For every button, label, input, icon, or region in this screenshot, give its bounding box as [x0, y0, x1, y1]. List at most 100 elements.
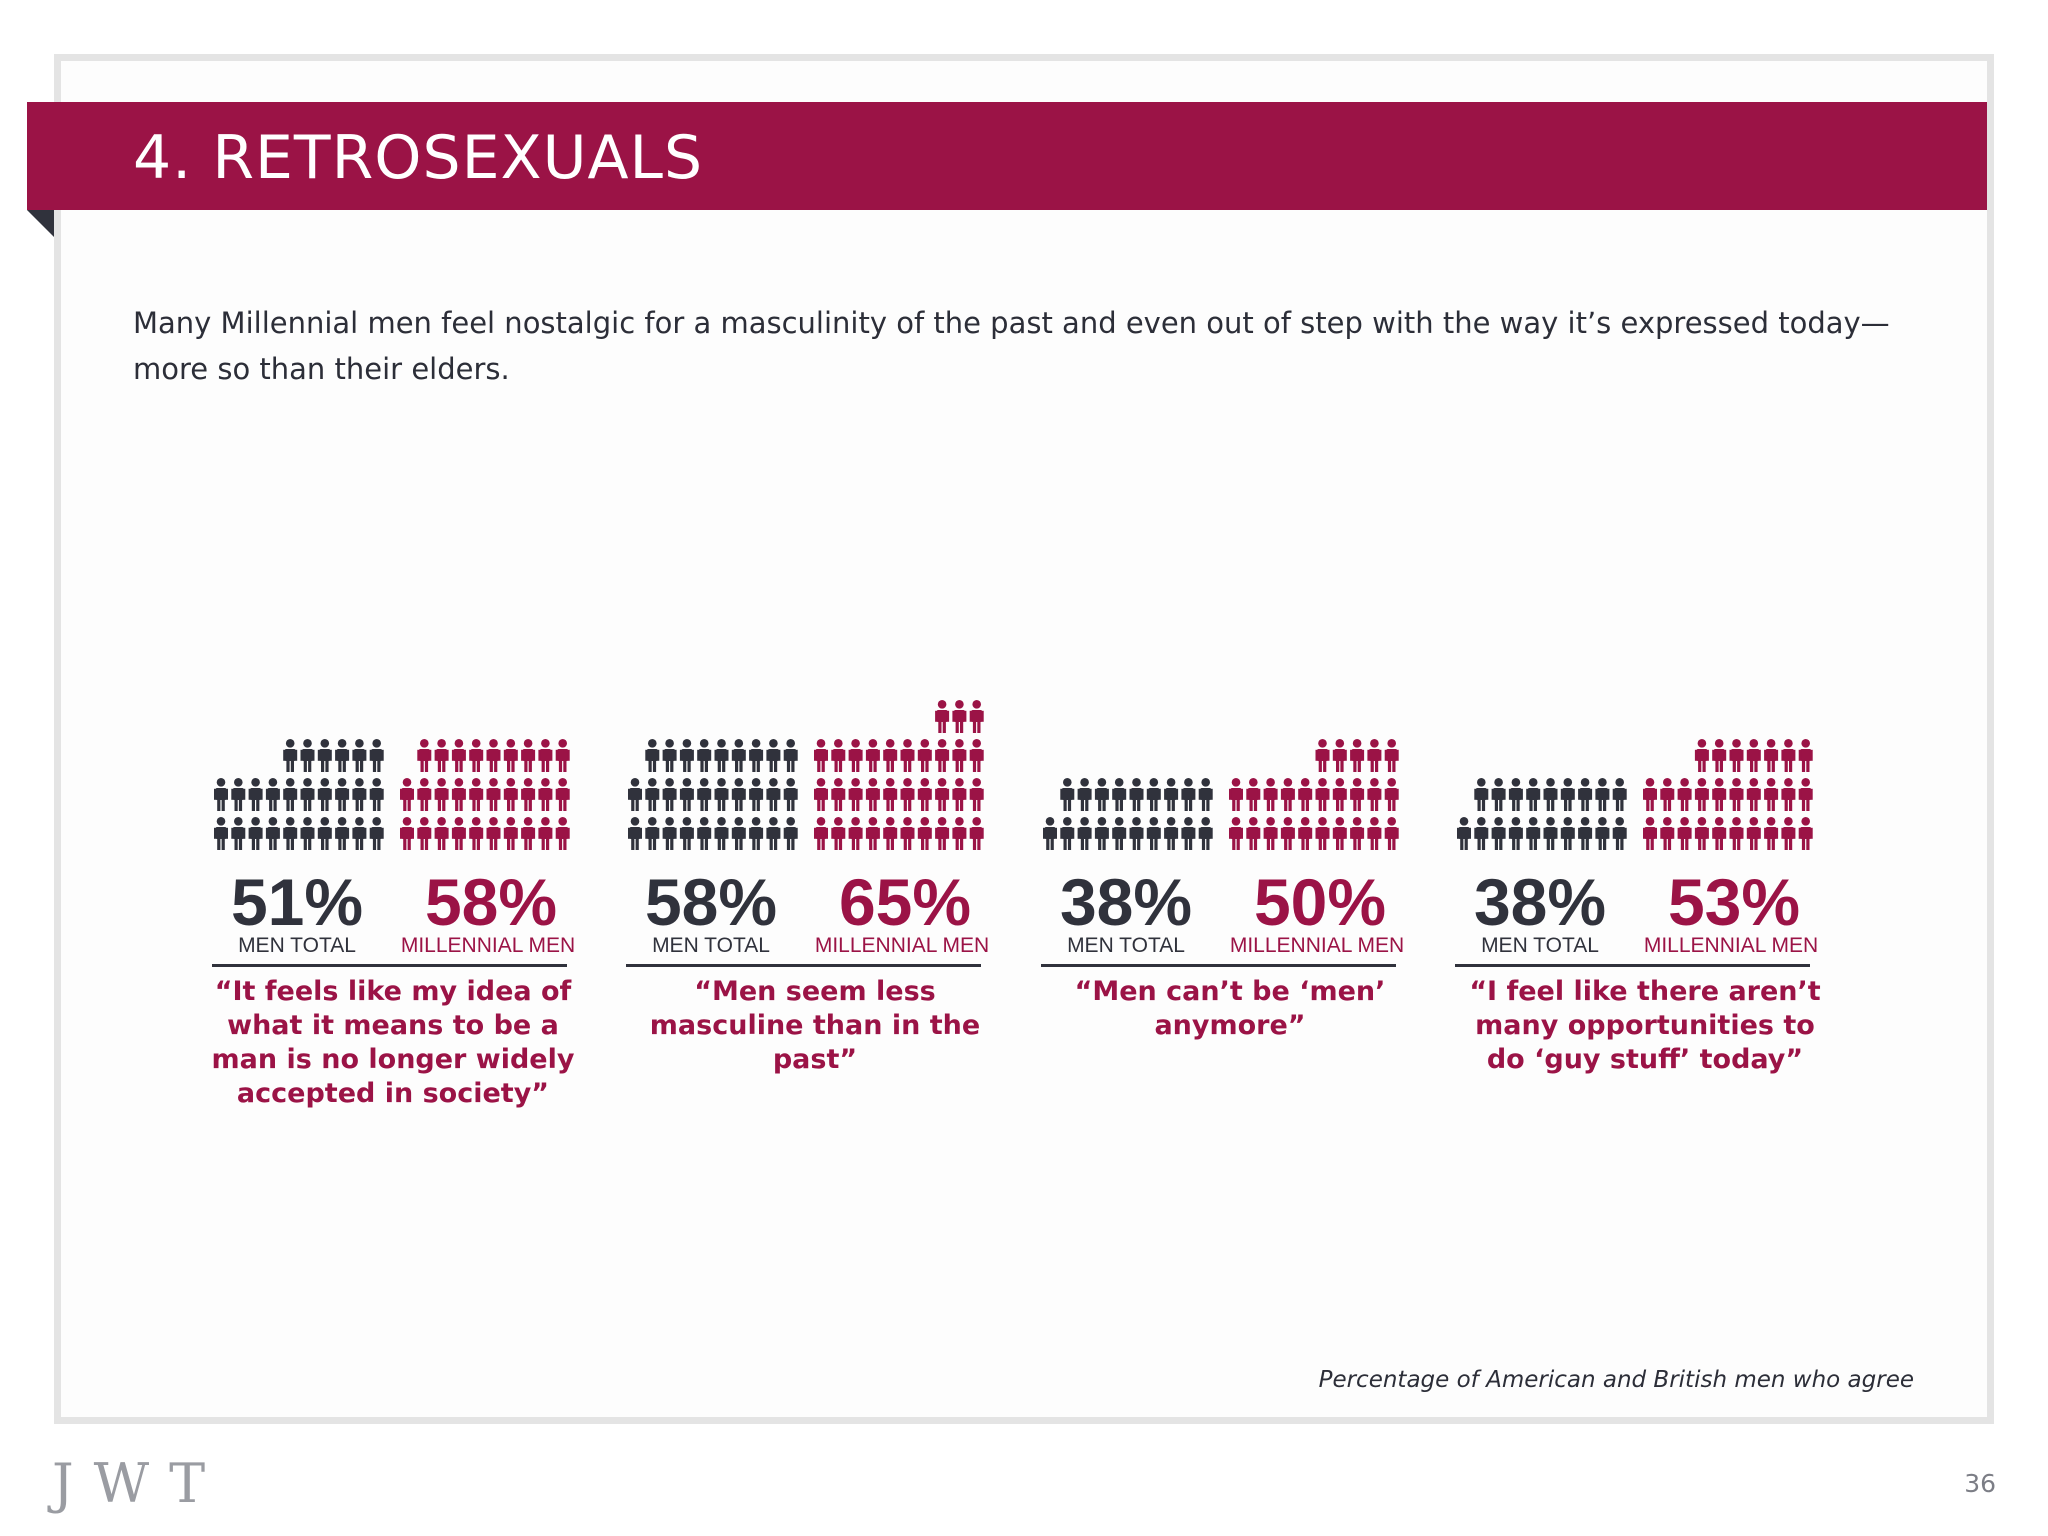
person-icon — [628, 817, 642, 850]
person-icon — [1367, 817, 1382, 850]
person-icon — [1263, 817, 1278, 850]
person-icon — [628, 778, 642, 811]
person-icon — [248, 778, 263, 811]
person-icon — [1263, 778, 1278, 811]
person-icon — [352, 739, 367, 772]
person-icon — [865, 739, 880, 772]
group-divider-1 — [212, 964, 567, 967]
person-icon — [521, 778, 536, 811]
person-icon — [1384, 817, 1399, 850]
person-icon — [900, 817, 915, 850]
person-icon — [521, 739, 536, 772]
person-icon — [1508, 817, 1523, 850]
quote-3: “Men can’t be ‘men’ anymore” — [1074, 976, 1386, 1041]
person-icon — [1280, 778, 1295, 811]
person-icon — [714, 817, 729, 850]
person-icon — [1764, 739, 1779, 772]
person-icon — [503, 739, 518, 772]
person-icon — [1677, 817, 1692, 850]
person-icon — [1526, 817, 1541, 850]
person-icon — [679, 817, 694, 850]
person-icon — [1112, 778, 1127, 811]
person-icon — [1229, 817, 1243, 850]
person-icon — [248, 817, 263, 850]
person-icon — [503, 778, 518, 811]
person-icon — [1781, 817, 1796, 850]
person-icon — [731, 739, 746, 772]
person-icon — [1729, 817, 1744, 850]
quote-2: “Men seem less masculine than in the pas… — [649, 976, 981, 1075]
person-icon — [935, 778, 950, 811]
person-icon — [917, 817, 932, 850]
slide-title: 4. RETROSEXUALS — [133, 123, 704, 193]
jwt-logo: JWT — [52, 1452, 226, 1515]
person-icon — [697, 739, 712, 772]
person-icon — [697, 817, 712, 850]
person-icon — [662, 778, 677, 811]
person-icon — [1367, 778, 1382, 811]
person-icon — [369, 778, 384, 811]
person-icon — [283, 817, 298, 850]
person-icon — [486, 817, 501, 850]
person-icon — [214, 817, 228, 850]
person-icon — [335, 778, 350, 811]
person-icon — [317, 739, 332, 772]
person-icon — [952, 817, 967, 850]
person-icon — [783, 778, 798, 811]
value-label: 50% — [1254, 865, 1386, 939]
person-icon — [645, 817, 660, 850]
person-icon — [1677, 778, 1692, 811]
quote-1: “It feels like my idea of what it means … — [211, 976, 575, 1109]
person-icon — [749, 778, 764, 811]
source-note: Percentage of American and British men w… — [1318, 1367, 1914, 1393]
person-icon — [1315, 778, 1330, 811]
person-icon — [952, 739, 967, 772]
person-icon — [1660, 778, 1675, 811]
person-icon — [1712, 739, 1727, 772]
person-icon — [352, 817, 367, 850]
person-icon — [1060, 778, 1075, 811]
person-icon — [865, 817, 880, 850]
person-icon — [317, 778, 332, 811]
person-icon — [1332, 778, 1347, 811]
person-icon — [469, 817, 484, 850]
person-icon — [1612, 778, 1627, 811]
person-icon — [1094, 817, 1109, 850]
person-icon — [1298, 778, 1313, 811]
person-icon — [714, 778, 729, 811]
person-icon — [1560, 817, 1575, 850]
person-icon — [369, 817, 384, 850]
person-icon — [1332, 817, 1347, 850]
person-icon — [335, 739, 350, 772]
banner-fold — [27, 210, 54, 237]
person-icon — [1491, 778, 1506, 811]
person-icon — [1367, 739, 1382, 772]
person-icon — [1280, 817, 1295, 850]
value-label: 58% — [425, 865, 557, 939]
person-icon — [1543, 778, 1558, 811]
person-icon — [1643, 817, 1657, 850]
person-icon — [434, 817, 449, 850]
person-icon — [697, 778, 712, 811]
person-icon — [1350, 817, 1365, 850]
person-icon — [538, 817, 553, 850]
series-name-label: MILLENNIAL MEN — [815, 934, 989, 957]
person-icon — [417, 817, 432, 850]
person-icon — [1198, 817, 1213, 850]
value-label: 51% — [231, 865, 363, 939]
person-icon — [1764, 778, 1779, 811]
series-name-label: MILLENNIAL MEN — [1644, 934, 1818, 957]
person-icon — [1060, 817, 1075, 850]
person-icon — [283, 739, 298, 772]
person-icon — [714, 739, 729, 772]
person-icon — [555, 817, 570, 850]
person-icon — [400, 817, 414, 850]
person-icon — [1315, 739, 1330, 772]
person-icon — [469, 739, 484, 772]
person-icon — [469, 778, 484, 811]
person-icon — [1181, 817, 1196, 850]
page-number: 36 — [1964, 1469, 1996, 1498]
series-name-label: MILLENNIAL MEN — [401, 934, 575, 957]
person-icon — [231, 778, 246, 811]
